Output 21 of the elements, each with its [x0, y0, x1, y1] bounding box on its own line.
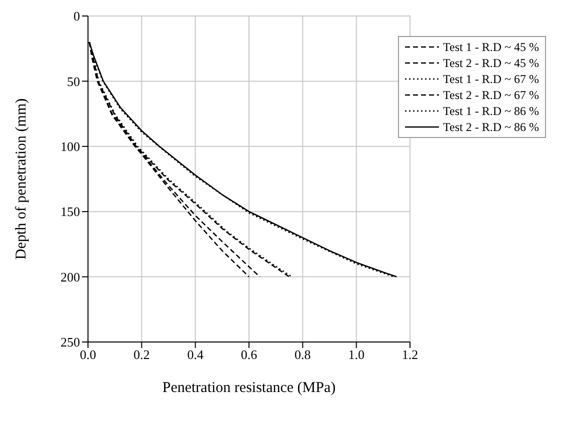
legend-label: Test 1 - R.D ~ 45 %: [443, 40, 539, 54]
x-tick-label: 0.2: [134, 347, 150, 362]
y-tick-label: 0: [74, 8, 80, 24]
y-tick-label: 100: [60, 139, 80, 154]
x-tick-label: 1.0: [348, 347, 364, 362]
y-tick-label: 200: [60, 269, 80, 284]
legend-label: Test 1 - R.D ~ 86 %: [443, 104, 539, 118]
y-axis-title: Depth of penetration (mm): [13, 98, 30, 260]
x-tick-label: 1.2: [402, 347, 418, 362]
x-tick-label: 0.0: [80, 347, 96, 362]
x-axis-title: Penetration resistance (MPa): [162, 380, 336, 396]
legend-label: Test 2 - R.D ~ 45 %: [443, 56, 539, 70]
y-tick-label: 50: [67, 74, 80, 89]
legend-label: Test 2 - R.D ~ 67 %: [443, 88, 539, 102]
x-tick-label: 0.6: [240, 347, 258, 362]
x-tick-label: 0.8: [294, 347, 311, 362]
legend-label: Test 2 - R.D ~ 86 %: [443, 120, 539, 134]
y-tick-label: 150: [60, 204, 80, 220]
x-tick-label: 0.4: [187, 347, 204, 362]
legend-label: Test 1 - R.D ~ 67 %: [443, 72, 539, 86]
y-tick-label: 250: [60, 334, 80, 350]
